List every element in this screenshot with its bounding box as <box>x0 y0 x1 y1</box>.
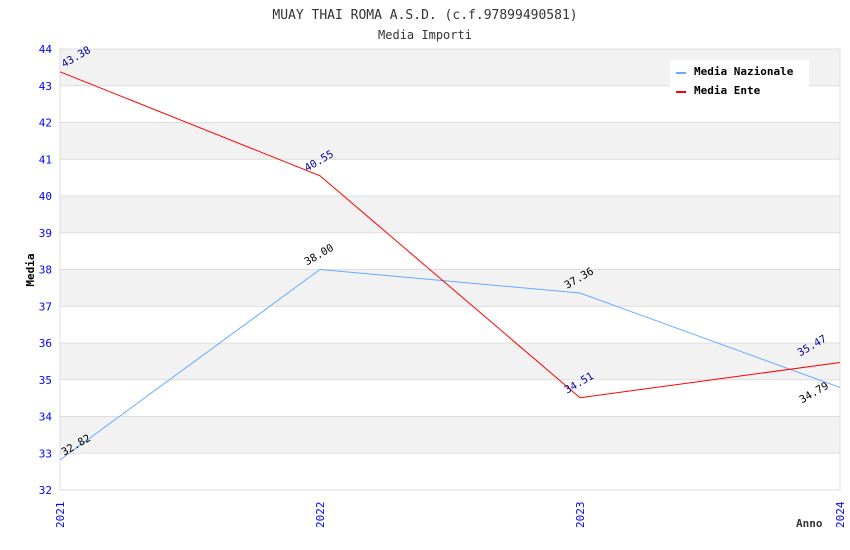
y-tick-label: 36 <box>39 337 52 350</box>
y-tick-label: 33 <box>39 447 52 460</box>
x-axis-label: Anno <box>796 517 823 530</box>
y-tick-label: 35 <box>39 374 52 387</box>
x-tick-label: 2022 <box>314 502 327 529</box>
grid-band <box>60 453 840 490</box>
series-line-media-nazionale <box>59 268 841 461</box>
grid-band <box>60 122 840 160</box>
series-line-media-ente <box>59 71 841 399</box>
y-tick-label: 42 <box>39 117 52 130</box>
y-tick-label: 43 <box>39 80 52 93</box>
x-tick-label: 2024 <box>834 501 847 528</box>
y-tick-label: 37 <box>39 300 52 313</box>
chart-subtitle: Media Importi <box>378 28 472 42</box>
chart-title: MUAY THAI ROMA A.S.D. (c.f.97899490581) <box>272 8 577 23</box>
grid-band <box>60 379 840 417</box>
legend: Media Nazionale Media Ente <box>670 60 809 102</box>
legend-label: Media Nazionale <box>694 65 794 78</box>
grid-band <box>60 159 840 196</box>
grid-band <box>60 232 840 270</box>
x-tick-label: 2023 <box>574 502 587 529</box>
legend-swatch <box>676 72 686 74</box>
y-tick-label: 41 <box>39 153 52 166</box>
grid-band <box>60 196 840 233</box>
y-tick-label: 38 <box>39 264 52 277</box>
grid-band <box>60 416 840 454</box>
grid-band <box>60 269 840 307</box>
y-tick-label: 40 <box>39 190 52 203</box>
legend-label: Media Ente <box>694 84 761 97</box>
y-tick-label: 34 <box>39 411 53 424</box>
y-tick-label: 44 <box>39 43 53 56</box>
legend-swatch <box>676 91 686 93</box>
x-tick-label: 2021 <box>54 502 67 529</box>
grid-band <box>60 343 840 380</box>
grid-band <box>60 306 840 343</box>
y-axis-label: Media <box>24 253 37 286</box>
y-tick-label: 39 <box>39 227 52 240</box>
y-tick-label: 32 <box>39 484 52 497</box>
